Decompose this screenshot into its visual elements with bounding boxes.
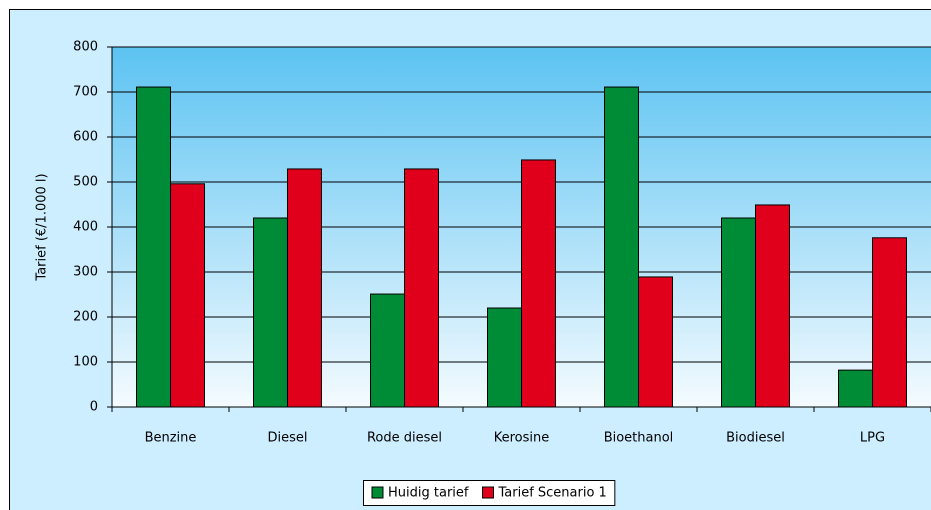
y-tick-label: 800	[73, 40, 98, 55]
y-tick-label: 100	[73, 355, 98, 370]
legend: Huidig tarief Tarief Scenario 1	[363, 480, 616, 506]
bar	[638, 276, 673, 408]
bar	[170, 183, 205, 408]
x-tick-label: Rode diesel	[367, 431, 442, 446]
bar	[755, 204, 790, 408]
x-tick-label: Benzine	[145, 431, 197, 446]
y-tick-label: 400	[73, 220, 98, 235]
bar	[253, 217, 288, 408]
x-tick-label: LPG	[860, 431, 885, 446]
y-tick-label: 600	[73, 130, 98, 145]
legend-label: Huidig tarief	[388, 486, 469, 501]
bar	[487, 307, 522, 408]
bar	[604, 86, 639, 408]
y-tick-label: 700	[73, 85, 98, 100]
legend-swatch	[371, 486, 384, 499]
x-tick-label: Kerosine	[494, 431, 550, 446]
x-tick-label: Bioethanol	[604, 431, 674, 446]
bar	[521, 159, 556, 408]
x-tick-label: Biodiesel	[726, 431, 785, 446]
y-tick-label: 500	[73, 175, 98, 190]
legend-swatch	[481, 486, 494, 499]
y-axis-label: Tarief (€/1.000 l)	[35, 173, 50, 281]
bar	[872, 237, 907, 408]
bar	[404, 168, 439, 408]
legend-label: Tarief Scenario 1	[497, 486, 606, 501]
y-tick-label: 200	[73, 310, 98, 325]
bar	[287, 168, 322, 408]
x-tick-label: Diesel	[267, 431, 307, 446]
bar	[136, 86, 171, 408]
y-tick-label: 300	[73, 265, 98, 280]
bar	[721, 217, 756, 408]
bar	[838, 369, 873, 408]
y-tick-label: 0	[90, 400, 98, 415]
bar	[370, 293, 405, 408]
